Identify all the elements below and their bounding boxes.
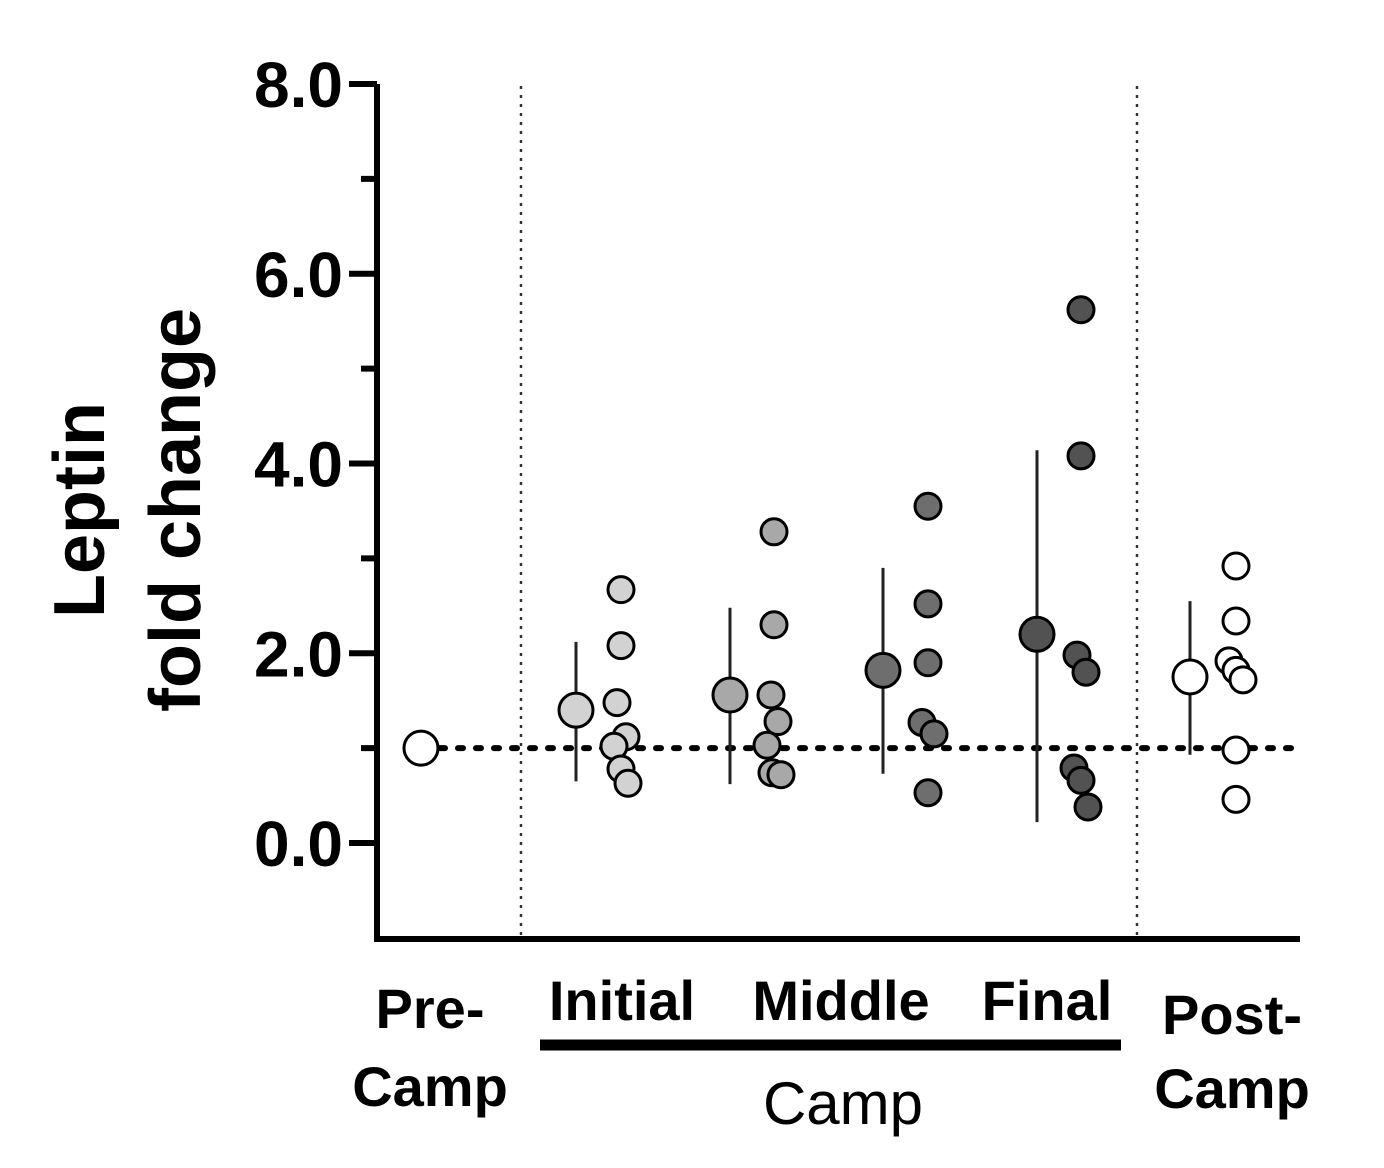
data-point: [1066, 765, 1096, 795]
y-tick-label: 0.0: [254, 808, 343, 880]
data-point: [1221, 551, 1251, 581]
series-group: [1171, 551, 1258, 814]
series-group: [1018, 295, 1103, 823]
data-point: [752, 730, 782, 760]
y-tick-label: 2.0: [254, 618, 343, 690]
data-point: [606, 575, 636, 605]
y-axis-label: Leptin fold change: [40, 308, 216, 712]
data-point: [1221, 784, 1251, 814]
category-label: Post-: [1162, 983, 1302, 1046]
category-label: Pre-: [376, 977, 485, 1040]
y-axis-label-line-2: fold change: [136, 308, 216, 712]
category-label: Camp: [352, 1055, 508, 1118]
data-point: [1066, 295, 1096, 325]
mean-marker: [1171, 658, 1209, 696]
mean-marker: [1018, 615, 1056, 653]
category-label: Middle: [752, 969, 929, 1032]
series-group: [402, 729, 440, 767]
period-separators: [519, 86, 1139, 935]
data-point: [759, 610, 789, 640]
data-point: [913, 589, 943, 619]
data-point: [913, 778, 943, 808]
data-marks: [402, 295, 1258, 823]
data-point: [759, 517, 789, 547]
data-point: [1228, 665, 1258, 695]
data-point: [766, 760, 796, 790]
category-label: Final: [982, 969, 1113, 1032]
data-point: [1071, 657, 1101, 687]
data-point: [1221, 735, 1251, 765]
series-group: [711, 517, 796, 790]
data-point: [756, 680, 786, 710]
y-axis: 8.0 6.0 4.0 2.0 0.0: [254, 49, 380, 942]
y-tick-label: 8.0: [254, 49, 343, 121]
data-point: [913, 648, 943, 678]
data-point: [1066, 441, 1096, 471]
camp-group: Camp: [540, 1039, 1121, 1137]
category-label: Camp: [1154, 1057, 1310, 1120]
series-group: [557, 575, 643, 798]
data-point: [1073, 792, 1103, 822]
series-group: [864, 491, 949, 808]
data-point: [1221, 606, 1251, 636]
data-point: [919, 719, 949, 749]
data-point: [913, 491, 943, 521]
data-point: [606, 631, 636, 661]
mean-marker: [402, 729, 440, 767]
y-tick-label: 4.0: [254, 429, 343, 501]
category-labels: Pre- Camp Initial Middle Final Post- Camp: [352, 969, 1310, 1120]
category-label: Initial: [549, 969, 695, 1032]
mean-marker: [711, 676, 749, 714]
camp-group-label: Camp: [763, 1070, 923, 1137]
data-point: [613, 768, 643, 798]
mean-marker: [557, 691, 595, 729]
y-axis-label-line-1: Leptin: [40, 402, 120, 618]
data-point: [763, 707, 793, 737]
data-point: [602, 688, 632, 718]
mean-marker: [864, 651, 902, 689]
y-tick-label: 6.0: [254, 239, 343, 311]
